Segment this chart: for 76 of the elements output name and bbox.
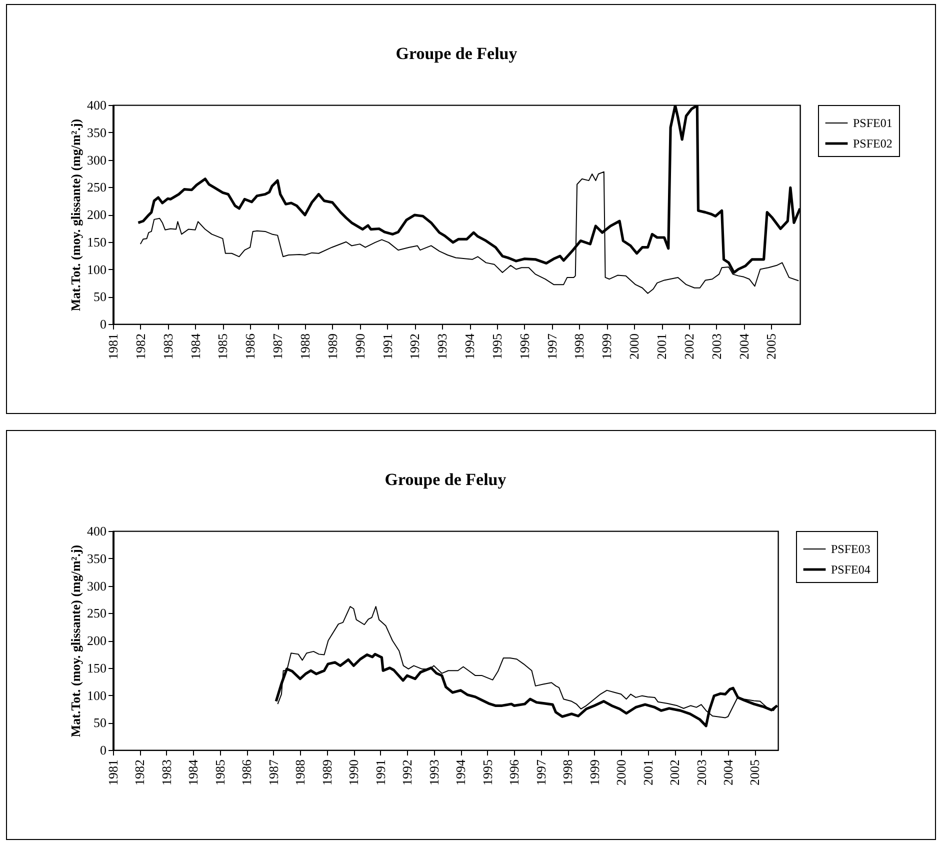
y-tick-label: 0	[100, 316, 106, 332]
x-tick-label: 1985	[215, 334, 230, 360]
x-tick-label: 2000	[626, 334, 642, 360]
x-tick-label: 2004	[736, 333, 752, 360]
y-tick-label: 250	[87, 606, 106, 621]
y-tick-label: 350	[87, 124, 106, 140]
y-tick-label: 250	[87, 180, 106, 195]
x-tick-label: 1988	[292, 760, 308, 786]
x-tick-label: 1985	[212, 760, 228, 786]
x-tick-label: 1983	[160, 334, 176, 360]
x-tick-label: 2005	[764, 334, 779, 360]
chart-title: Groupe de Feluy	[396, 44, 518, 63]
x-tick-label: 2004	[720, 759, 736, 786]
chart-title: Groupe de Feluy	[384, 470, 507, 489]
x-tick-label: 1984	[186, 759, 201, 786]
x-tick-label: 1987	[270, 333, 286, 360]
y-tick-label: 400	[87, 98, 106, 112]
x-tick-label: 1993	[426, 760, 442, 786]
x-tick-label: 1981	[106, 334, 120, 360]
x-tick-label: 1987	[266, 759, 281, 786]
legend-label: PSFE04	[831, 562, 870, 576]
x-tick-label: 1983	[158, 760, 174, 786]
legend-label: PSFE03	[831, 542, 870, 556]
y-tick-label: 100	[87, 688, 106, 703]
x-tick-label: 1998	[572, 334, 587, 360]
x-tick-label: 1993	[434, 334, 450, 360]
x-tick-label: 1995	[480, 760, 495, 786]
legend-label: PSFE02	[853, 136, 892, 150]
y-tick-label: 300	[87, 578, 106, 594]
x-tick-label: 1982	[132, 334, 148, 360]
x-tick-label: 1991	[372, 760, 388, 786]
x-tick-label: 1998	[560, 760, 576, 786]
x-tick-label: 1986	[239, 759, 254, 786]
x-tick-label: 1990	[346, 760, 362, 786]
x-tick-label: 1992	[407, 334, 422, 360]
x-tick-label: 2000	[614, 760, 629, 786]
x-tick-label: 1989	[324, 334, 340, 360]
x-tick-label: 2001	[640, 760, 656, 786]
x-tick-label: 1984	[188, 333, 203, 360]
y-tick-label: 350	[87, 550, 106, 566]
legend-label: PSFE01	[853, 116, 892, 130]
y-tick-label: 400	[87, 524, 106, 538]
x-tick-label: 1989	[319, 760, 334, 786]
y-tick-label: 150	[87, 660, 106, 676]
y-tick-label: 0	[100, 742, 106, 758]
x-tick-label: 1988	[297, 334, 312, 360]
x-tick-label: 1995	[489, 334, 504, 360]
y-axis-title: Mat.Tot. (moy. glissante) (mg/m².j)	[68, 544, 83, 738]
x-tick-label: 2002	[681, 334, 696, 360]
x-tick-label: 1997	[533, 759, 548, 786]
x-tick-label: 1982	[132, 760, 148, 786]
x-tick-label: 1986	[242, 333, 258, 360]
y-tick-label: 100	[87, 262, 106, 277]
y-tick-label: 150	[87, 234, 106, 250]
x-tick-label: 2005	[747, 760, 762, 786]
x-tick-label: 1994	[453, 759, 468, 786]
y-tick-label: 300	[87, 152, 106, 168]
x-tick-label: 1999	[599, 334, 614, 360]
x-tick-label: 1997	[544, 333, 560, 360]
x-tick-label: 1991	[380, 334, 395, 360]
x-tick-label: 1992	[400, 760, 415, 786]
x-tick-label: 2002	[667, 760, 682, 786]
y-tick-label: 50	[94, 715, 106, 730]
x-tick-label: 1999	[586, 760, 602, 786]
y-axis-title: Mat.Tot. (moy. glissante) (mg/m².j)	[68, 118, 83, 312]
y-tick-label: 50	[94, 289, 106, 304]
x-tick-label: 1981	[106, 760, 120, 786]
x-tick-label: 1996	[506, 759, 522, 786]
y-tick-label: 200	[87, 633, 106, 648]
x-tick-label: 2001	[654, 334, 670, 360]
x-tick-label: 2003	[694, 760, 709, 786]
x-tick-label: 1990	[352, 334, 368, 360]
y-tick-label: 200	[87, 207, 106, 222]
x-tick-label: 1996	[516, 333, 532, 360]
x-tick-label: 1994	[462, 333, 478, 360]
x-tick-label: 2003	[708, 334, 724, 360]
